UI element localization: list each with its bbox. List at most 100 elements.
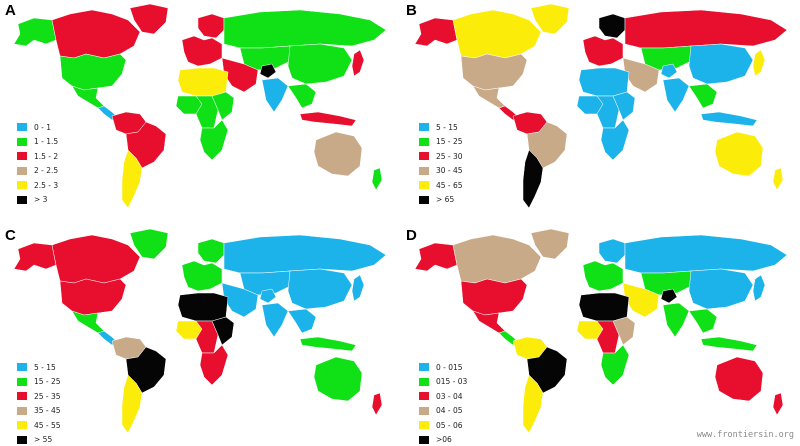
region-greenland bbox=[530, 3, 570, 35]
region-china bbox=[287, 43, 353, 85]
region-alaska bbox=[13, 17, 57, 47]
legend-label: 2 - 2.5 bbox=[34, 166, 59, 176]
region-north-africa bbox=[177, 292, 229, 322]
region-east-africa bbox=[211, 91, 235, 121]
region-southern-africa bbox=[199, 119, 229, 161]
legend-swatch bbox=[419, 166, 429, 175]
legend-item: 2 - 2.5 bbox=[17, 164, 58, 179]
legend-item: 45 - 65 bbox=[419, 178, 463, 193]
region-russia bbox=[223, 9, 387, 49]
legend-swatch bbox=[17, 181, 27, 190]
region-north-africa bbox=[578, 292, 630, 322]
legend-label: 35 - 45 bbox=[34, 406, 61, 416]
panel-label: D bbox=[406, 227, 417, 244]
region-scandinavia bbox=[598, 238, 626, 264]
region-canada bbox=[51, 234, 141, 284]
legend-item: 45 - 55 bbox=[17, 418, 61, 433]
region-afghanistan bbox=[259, 288, 277, 304]
legend-item: 30 - 45 bbox=[419, 164, 463, 179]
region-usa bbox=[59, 278, 127, 316]
region-new-zealand bbox=[772, 167, 784, 191]
region-canada bbox=[452, 9, 542, 59]
region-china bbox=[688, 268, 754, 310]
region-alaska bbox=[414, 17, 458, 47]
region-india bbox=[662, 302, 690, 338]
region-greenland bbox=[129, 228, 169, 260]
legend-item: > 3 bbox=[17, 193, 58, 208]
legend-item: 0 - 015 bbox=[419, 360, 467, 375]
legend-label: 2.5 - 3 bbox=[34, 180, 59, 190]
region-europe-west bbox=[181, 260, 223, 292]
region-india bbox=[261, 77, 289, 113]
region-usa bbox=[460, 53, 528, 91]
world-map bbox=[414, 3, 788, 209]
region-europe-west bbox=[582, 260, 624, 292]
region-south-cone bbox=[121, 374, 143, 434]
legend-swatch bbox=[17, 195, 27, 204]
region-alaska bbox=[414, 242, 458, 272]
region-mexico bbox=[71, 310, 105, 334]
map-legend: 0 - 015 015 - 03 03 - 04 04 - 05 05 - 06 >06 bbox=[419, 360, 467, 446]
world-map bbox=[13, 228, 387, 434]
region-scandinavia bbox=[197, 238, 225, 264]
legend-swatch bbox=[17, 421, 27, 430]
region-greenland bbox=[530, 228, 570, 260]
legend-item: 015 - 03 bbox=[419, 375, 467, 390]
legend-swatch bbox=[419, 392, 429, 401]
region-alaska bbox=[13, 242, 57, 272]
legend-item: > 65 bbox=[419, 193, 463, 208]
legend-label: 5 - 15 bbox=[34, 362, 56, 372]
legend-label: 0 - 1 bbox=[34, 122, 52, 132]
region-japan bbox=[752, 274, 766, 302]
legend-swatch bbox=[419, 123, 429, 132]
panel-label: B bbox=[406, 2, 417, 19]
region-indonesia bbox=[700, 336, 758, 352]
region-greenland bbox=[129, 3, 169, 35]
legend-label: 15 - 25 bbox=[436, 137, 463, 147]
legend-item: > 55 bbox=[17, 433, 61, 446]
legend-label: 05 - 06 bbox=[436, 420, 463, 430]
region-afghanistan bbox=[259, 63, 277, 79]
region-east-africa bbox=[211, 316, 235, 346]
panel-label: A bbox=[5, 2, 16, 19]
map-panel-c: C 5 - 15 15 - 25 25 - 35 35 - 45 45 - 55 > 55 bbox=[0, 225, 398, 446]
legend-label: 04 - 05 bbox=[436, 406, 463, 416]
legend-label: 1.5 - 2 bbox=[34, 151, 59, 161]
region-australia bbox=[714, 131, 764, 177]
region-new-zealand bbox=[772, 392, 784, 416]
region-mexico bbox=[472, 310, 506, 334]
region-mexico bbox=[472, 85, 506, 109]
region-indonesia bbox=[299, 336, 357, 352]
map-panel-b: B 5 - 15 15 - 25 25 - 30 30 - 45 45 - 65 > 65 bbox=[401, 0, 799, 221]
legend-label: 0 - 015 bbox=[436, 362, 463, 372]
region-scandinavia bbox=[197, 13, 225, 39]
region-canada bbox=[452, 234, 542, 284]
world-map bbox=[414, 228, 788, 434]
legend-swatch bbox=[17, 123, 27, 132]
legend-swatch bbox=[419, 195, 429, 204]
legend-label: 25 - 35 bbox=[34, 391, 61, 401]
legend-label: 15 - 25 bbox=[34, 377, 61, 387]
legend-label: 5 - 15 bbox=[436, 122, 458, 132]
legend-item: 5 - 15 bbox=[17, 360, 61, 375]
legend-item: 2.5 - 3 bbox=[17, 178, 58, 193]
legend-label: 03 - 04 bbox=[436, 391, 463, 401]
legend-swatch bbox=[419, 181, 429, 190]
region-new-zealand bbox=[371, 392, 383, 416]
region-southeast-asia bbox=[287, 308, 317, 334]
region-south-cone bbox=[522, 149, 544, 209]
legend-item: 35 - 45 bbox=[17, 404, 61, 419]
legend-swatch bbox=[419, 406, 429, 415]
region-australia bbox=[714, 356, 764, 402]
legend-swatch bbox=[419, 363, 429, 372]
region-canada bbox=[51, 9, 141, 59]
region-china bbox=[688, 43, 754, 85]
map-legend: 5 - 15 15 - 25 25 - 35 35 - 45 45 - 55 > 55 bbox=[17, 360, 61, 446]
legend-swatch bbox=[17, 377, 27, 386]
legend-item: 03 - 04 bbox=[419, 389, 467, 404]
legend-item: >06 bbox=[419, 433, 467, 446]
region-east-africa bbox=[612, 91, 636, 121]
legend-label: > 55 bbox=[34, 435, 53, 445]
region-afghanistan bbox=[660, 63, 678, 79]
region-japan bbox=[351, 274, 365, 302]
